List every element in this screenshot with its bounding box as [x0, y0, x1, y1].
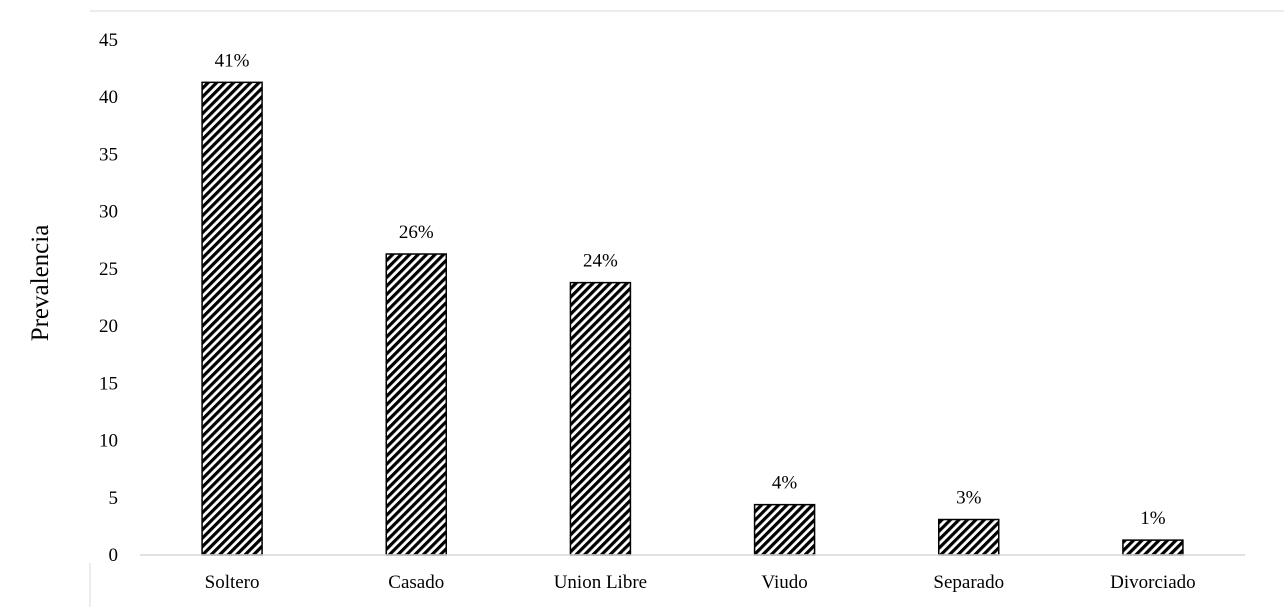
- bar-data-label: 41%: [215, 50, 250, 71]
- x-category-label: Separado: [933, 572, 1004, 593]
- y-tick-label: 0: [109, 545, 119, 566]
- bars: [201, 81, 1184, 556]
- bar-soltero: [201, 81, 263, 556]
- bar-data-label: 26%: [399, 222, 434, 243]
- x-category-label: Union Libre: [554, 572, 647, 593]
- bar-union-libre: [569, 281, 632, 556]
- bar-divorciado: [1122, 539, 1184, 556]
- bar-separado: [938, 518, 1000, 556]
- x-category-label: Viudo: [761, 572, 807, 593]
- y-tick-label: 20: [99, 316, 118, 337]
- bar-data-label: 4%: [772, 473, 798, 494]
- bar-data-label: 3%: [956, 488, 982, 509]
- y-tick-label: 40: [99, 87, 118, 108]
- data-labels: 41% 26% 24% 4% 3% 1%: [215, 50, 1166, 529]
- y-tick-label: 25: [99, 259, 118, 280]
- x-category-label: Soltero: [205, 572, 260, 593]
- y-tick-label: 10: [99, 431, 118, 452]
- x-category-label: Divorciado: [1110, 572, 1195, 593]
- y-tick-label: 15: [99, 373, 118, 394]
- y-tick-label: 30: [99, 202, 118, 223]
- bar-data-label: 1%: [1140, 508, 1166, 529]
- x-axis-category-labels: Soltero Casado Union Libre Viudo Separado Div…: [205, 572, 1196, 593]
- bar-viudo: [753, 503, 816, 556]
- y-axis-title: Prevalencia: [27, 225, 54, 342]
- y-tick-label: 35: [99, 144, 118, 165]
- bar-data-label: 24%: [583, 251, 618, 272]
- x-category-label: Casado: [388, 572, 444, 593]
- y-axis-ticks: 0 5 10 15 20 25 30 35 40 45: [99, 30, 118, 566]
- y-tick-label: 45: [99, 30, 118, 51]
- y-tick-label: 5: [109, 488, 119, 509]
- bar-casado: [385, 253, 447, 556]
